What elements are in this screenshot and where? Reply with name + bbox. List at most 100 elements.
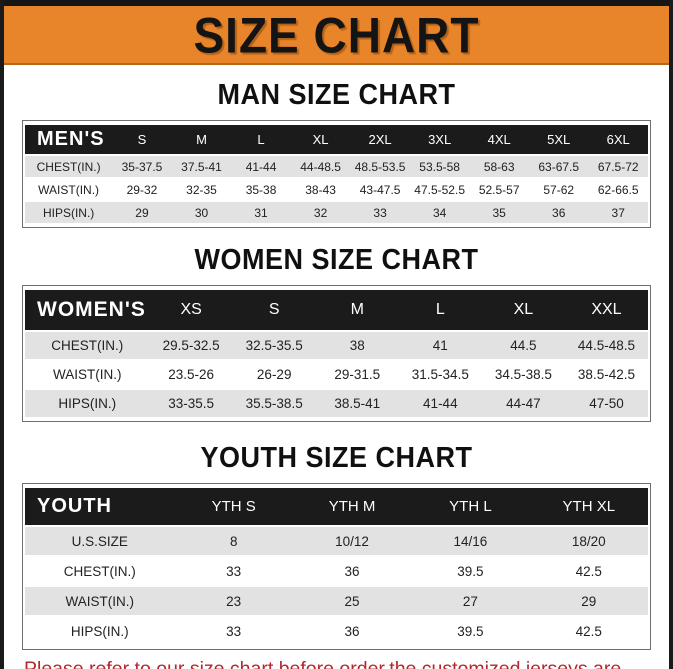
size-header-cell: YTH XL (529, 488, 648, 525)
table-header-row: WOMEN'S XS S M L XL XXL (25, 290, 648, 330)
value-cell: 27 (411, 587, 530, 615)
value-cell: 33-35.5 (149, 390, 233, 417)
size-header-cell: M (315, 290, 399, 330)
row-label-cell: CHEST(IN.) (25, 557, 175, 585)
table-row: CHEST(IN.) 33 36 39.5 42.5 (25, 557, 648, 585)
section-heading-women: WOMEN SIZE CHART (194, 243, 479, 276)
value-cell: 38.5-42.5 (564, 361, 648, 388)
value-cell: 57-62 (528, 179, 589, 200)
value-cell: 35.5-38.5 (232, 390, 316, 417)
page-title: SIZE CHART (193, 6, 480, 63)
table-header-row: YOUTH YTH S YTH M YTH L YTH XL (25, 488, 648, 525)
size-header-cell: YTH L (411, 488, 530, 525)
value-cell: 44-47 (481, 390, 565, 417)
value-cell: 58-63 (469, 156, 529, 177)
value-cell: 37.5-41 (171, 156, 232, 177)
row-label-cell: CHEST(IN.) (25, 332, 150, 359)
value-cell: 41-44 (231, 156, 291, 177)
value-cell: 44-48.5 (290, 156, 351, 177)
size-header-cell: 6XL (588, 125, 648, 154)
size-header-cell: 3XL (409, 125, 470, 154)
value-cell: 8 (174, 527, 293, 555)
value-cell: 26-29 (232, 361, 316, 388)
row-label-cell: CHEST(IN.) (25, 156, 113, 177)
value-cell: 39.5 (411, 557, 530, 585)
size-header-cell: 5XL (528, 125, 589, 154)
value-cell: 36 (292, 557, 412, 585)
value-cell: 47.5-52.5 (409, 179, 470, 200)
footer-note: Please refer to our size chart before or… (24, 657, 663, 669)
women-size-table: WOMEN'S XS S M L XL XXL CHEST(IN.) 29.5-32.5 32.5… (22, 285, 651, 422)
value-cell: 33 (350, 202, 410, 223)
value-cell: 37 (588, 202, 648, 223)
table-row: WAIST(IN.) 23.5-26 26-29 29-31.5 31.5-34.5 34… (25, 361, 648, 388)
size-header-cell: L (398, 290, 482, 330)
row-label-cell: WAIST(IN.) (25, 179, 113, 200)
size-header-cell: YTH M (292, 488, 412, 525)
size-table: MEN'S S M L XL 2XL 3XL 4XL 5XL 6XL CHEST(IN.) 35-37… (25, 123, 648, 225)
value-cell: 29-31.5 (315, 361, 399, 388)
table-title-cell: WOMEN'S (25, 290, 150, 330)
size-table: YOUTH YTH S YTH M YTH L YTH XL U.S.SIZE 8 10/12… (25, 486, 648, 647)
value-cell: 31.5-34.5 (398, 361, 482, 388)
value-cell: 23 (174, 587, 293, 615)
table-row: CHEST(IN.) 35-37.5 37.5-41 41-44 44-48.5 48.5… (25, 156, 648, 177)
size-header-cell: YTH S (174, 488, 293, 525)
value-cell: 14/16 (411, 527, 530, 555)
row-label-cell: HIPS(IN.) (25, 202, 113, 223)
row-label-cell: HIPS(IN.) (25, 617, 175, 645)
value-cell: 35-37.5 (112, 156, 172, 177)
size-header-cell: XL (290, 125, 351, 154)
value-cell: 52.5-57 (469, 179, 529, 200)
table-row: WAIST(IN.) 23 25 27 29 (25, 587, 648, 615)
table-row: WAIST(IN.) 29-32 32-35 35-38 38-43 43-47.5 47.… (25, 179, 648, 200)
value-cell: 42.5 (529, 557, 648, 585)
row-label-cell: U.S.SIZE (25, 527, 175, 555)
value-cell: 39.5 (411, 617, 530, 645)
value-cell: 35-38 (231, 179, 291, 200)
value-cell: 38-43 (290, 179, 351, 200)
value-cell: 48.5-53.5 (350, 156, 410, 177)
value-cell: 38.5-41 (315, 390, 399, 417)
value-cell: 36 (292, 617, 412, 645)
value-cell: 31 (231, 202, 291, 223)
size-header-cell: M (171, 125, 232, 154)
men-size-table: MEN'S S M L XL 2XL 3XL 4XL 5XL 6XL CHEST(IN.) 35-37… (22, 120, 651, 228)
value-cell: 38 (315, 332, 399, 359)
table-row: HIPS(IN.) 33 36 39.5 42.5 (25, 617, 648, 645)
table-title-cell: YOUTH (25, 488, 175, 525)
size-header-cell: L (231, 125, 291, 154)
value-cell: 25 (292, 587, 412, 615)
value-cell: 30 (171, 202, 232, 223)
value-cell: 18/20 (529, 527, 648, 555)
value-cell: 44.5 (481, 332, 565, 359)
table-header-row: MEN'S S M L XL 2XL 3XL 4XL 5XL 6XL (25, 125, 648, 154)
value-cell: 29 (112, 202, 172, 223)
size-header-cell: XL (481, 290, 565, 330)
value-cell: 29 (529, 587, 648, 615)
section-heading-youth: YOUTH SIZE CHART (200, 441, 473, 474)
value-cell: 36 (528, 202, 589, 223)
row-label-cell: WAIST(IN.) (25, 361, 150, 388)
value-cell: 53.5-58 (409, 156, 470, 177)
value-cell: 63-67.5 (528, 156, 589, 177)
title-banner: SIZE CHART (4, 6, 669, 65)
row-label-cell: WAIST(IN.) (25, 587, 175, 615)
value-cell: 47-50 (564, 390, 648, 417)
youth-size-table: YOUTH YTH S YTH M YTH L YTH XL U.S.SIZE 8 10/12… (22, 483, 651, 650)
value-cell: 33 (174, 617, 293, 645)
value-cell: 34.5-38.5 (481, 361, 565, 388)
table-row: U.S.SIZE 8 10/12 14/16 18/20 (25, 527, 648, 555)
value-cell: 42.5 (529, 617, 648, 645)
value-cell: 33 (174, 557, 293, 585)
value-cell: 67.5-72 (588, 156, 648, 177)
size-header-cell: S (232, 290, 316, 330)
size-header-cell: XXL (564, 290, 648, 330)
value-cell: 29.5-32.5 (149, 332, 233, 359)
value-cell: 34 (409, 202, 470, 223)
value-cell: 23.5-26 (149, 361, 233, 388)
table-row: CHEST(IN.) 29.5-32.5 32.5-35.5 38 41 44.5 44.5… (25, 332, 648, 359)
size-header-cell: 4XL (469, 125, 529, 154)
footer-line-1: Please refer to our size chart before or… (24, 658, 622, 669)
